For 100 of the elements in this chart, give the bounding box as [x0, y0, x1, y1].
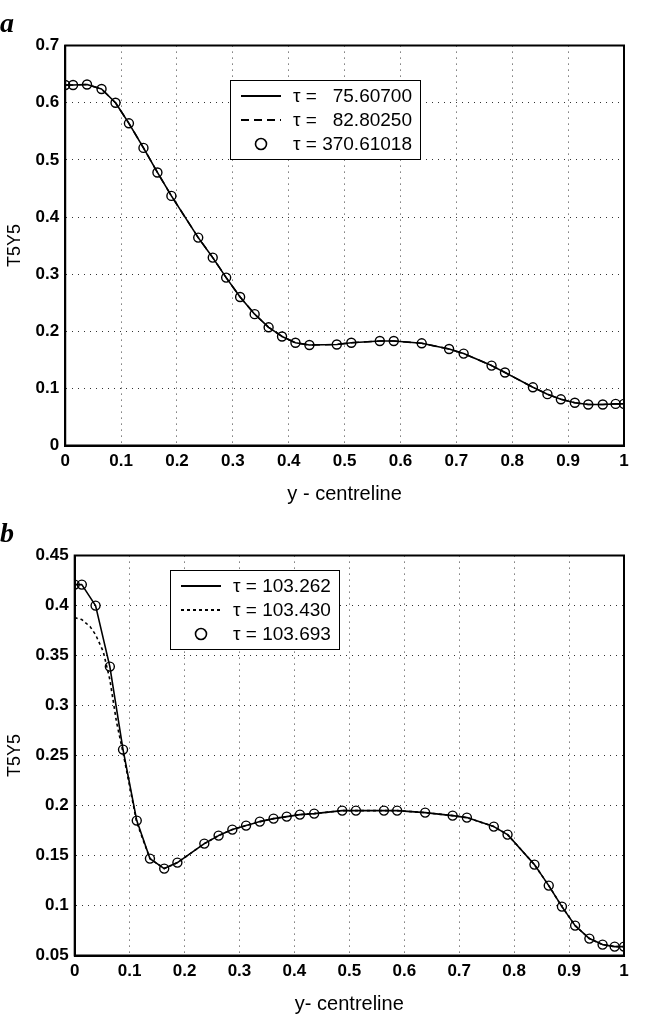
point: [90, 600, 101, 611]
y-tick-label: 0.15: [35, 845, 69, 865]
y-tick-label: 0.3: [45, 695, 69, 715]
point: [597, 399, 608, 410]
point: [263, 322, 274, 333]
point: [461, 812, 473, 823]
y-tick-label: 0: [49, 435, 60, 455]
legend-label: τ = 103.693: [233, 622, 331, 646]
x-tick-label: 0.3: [227, 961, 252, 981]
point: [110, 97, 121, 108]
y-tick-label: 0.5: [35, 149, 60, 169]
point: [458, 348, 469, 359]
x-axis-title: y - centreline: [287, 481, 402, 504]
legend-label: τ = 103.262: [233, 574, 331, 598]
x-tick-label: 0.4: [276, 451, 302, 471]
y-tick-label: 0.05: [35, 945, 69, 965]
point: [543, 880, 554, 891]
y-tick-label: 0.4: [35, 206, 60, 226]
point: [569, 920, 581, 931]
x-tick-label: 0.2: [172, 961, 197, 981]
point: [144, 853, 156, 864]
point: [529, 859, 540, 870]
x-tick-label: 0.1: [117, 961, 142, 981]
y-tick-label: 0.35: [35, 645, 69, 665]
legend-label: τ = 103.430: [233, 598, 331, 622]
legend-label: τ = 82.80250: [293, 108, 412, 132]
point: [416, 338, 427, 349]
point: [227, 824, 238, 835]
y-tick-label: 0.3: [35, 263, 60, 283]
point: [276, 331, 288, 342]
point: [597, 939, 608, 950]
point: [610, 398, 621, 410]
point: [159, 863, 170, 874]
point: [76, 579, 88, 590]
point: [240, 820, 252, 831]
point: [556, 901, 568, 912]
point: [447, 810, 458, 821]
point: [249, 308, 260, 320]
point: [569, 397, 581, 408]
point: [388, 335, 399, 347]
point: [337, 805, 348, 816]
y-tick-label: 0.6: [35, 92, 60, 112]
point: [281, 811, 292, 822]
point: [172, 857, 183, 868]
point: [152, 167, 163, 178]
point: [391, 805, 403, 816]
y-axis-title: T5Y5: [3, 224, 24, 268]
point: [207, 252, 218, 263]
x-tick-label: 0.6: [388, 451, 413, 471]
point: [193, 232, 204, 243]
y-tick-label: 0.2: [45, 795, 69, 815]
point: [331, 339, 342, 350]
point: [346, 337, 357, 348]
y-tick-label: 0.2: [35, 321, 60, 340]
y-tick-label: 0.4: [45, 595, 70, 615]
point: [527, 382, 539, 393]
x-tick-label: 1: [619, 961, 629, 981]
x-tick-label: 0.7: [444, 451, 469, 471]
point: [213, 830, 224, 841]
chart-title: a: [0, 7, 14, 39]
point: [290, 337, 301, 348]
point: [609, 941, 620, 952]
x-axis-title: y- centreline: [294, 991, 404, 1014]
x-tick-label: 0.8: [502, 961, 526, 981]
y-tick-label: 0.25: [35, 745, 69, 765]
point: [378, 805, 390, 816]
y-axis-title: T5Y5: [3, 734, 24, 778]
point: [488, 821, 500, 832]
x-tick-label: 0.7: [447, 961, 472, 981]
point: [104, 661, 116, 672]
x-tick-label: 0.2: [165, 451, 189, 471]
x-tick-label: 0.8: [500, 451, 525, 471]
legend-label: τ = 370.61018: [293, 132, 412, 156]
x-tick-label: 0.9: [556, 451, 580, 471]
y-tick-label: 0.1: [45, 895, 69, 915]
point: [502, 829, 513, 840]
x-tick-label: 0.1: [109, 451, 133, 471]
x-tick-label: 1: [619, 451, 629, 471]
point: [117, 744, 129, 755]
point: [584, 933, 595, 944]
y-tick-label: 0.1: [35, 378, 60, 398]
point: [254, 816, 266, 827]
x-tick-label: 0.5: [332, 451, 357, 471]
point: [268, 813, 279, 824]
point: [220, 272, 232, 283]
point: [419, 807, 431, 818]
point: [350, 805, 362, 816]
x-tick-label: 0.3: [221, 451, 245, 471]
point: [499, 367, 511, 378]
point: [443, 343, 455, 355]
x-tick-label: 0.9: [557, 961, 581, 981]
point: [234, 291, 246, 303]
point: [123, 118, 135, 129]
point: [131, 815, 142, 826]
point: [96, 83, 107, 95]
point: [294, 809, 306, 820]
point: [67, 79, 79, 91]
point: [166, 190, 177, 202]
point: [583, 399, 594, 410]
legend-label: τ = 75.60700: [293, 84, 412, 108]
